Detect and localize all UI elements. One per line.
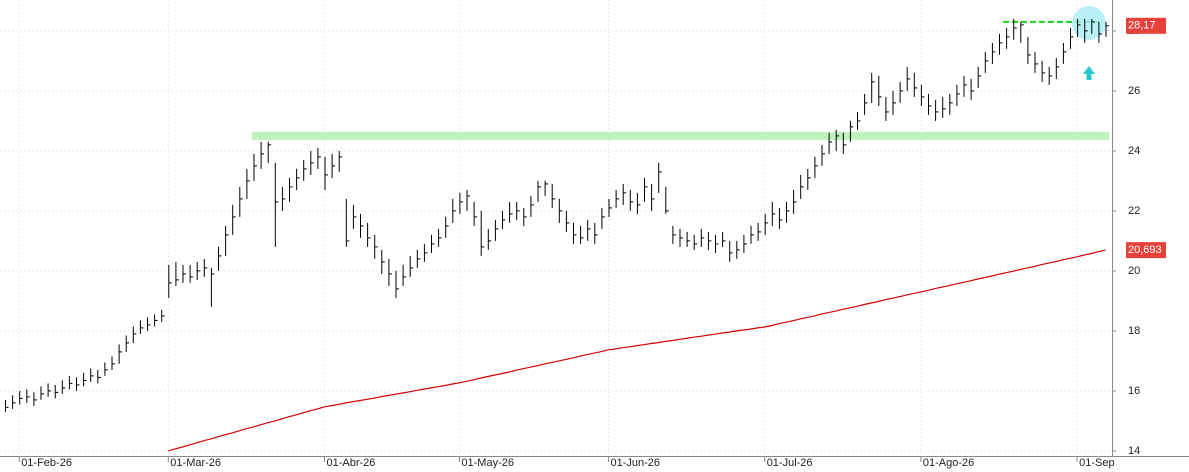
x-tick-label: 01-May-26 (461, 457, 514, 469)
price-label-bg (1126, 17, 1166, 34)
y-tick-label: 22 (1128, 205, 1140, 217)
y-tick-label: 20 (1128, 265, 1140, 277)
y-tick-label: 24 (1128, 145, 1140, 157)
y-tick-label: 18 (1128, 325, 1140, 337)
y-tick-label: 26 (1128, 85, 1140, 97)
y-tick-label: 16 (1128, 385, 1140, 397)
price-label: 20,693 (1128, 244, 1162, 256)
x-tick-label: 01-Jul-26 (767, 457, 813, 469)
x-tick-label: 01-Feb-26 (21, 457, 72, 469)
x-tick-label: 01-Ago-26 (923, 457, 974, 469)
resistance-band (252, 131, 1109, 140)
up-arrow (1083, 66, 1095, 80)
y-tick-label: 14 (1128, 445, 1140, 457)
price-label-bg (1126, 242, 1166, 259)
price-label: 28,17 (1128, 20, 1156, 32)
highlight-circle (1072, 6, 1106, 40)
x-tick-label: 01-Abr-26 (327, 457, 376, 469)
moving-average (168, 249, 1106, 452)
x-tick-label: 01-Sep (1079, 457, 1114, 469)
x-tick-label: 01-Jun-26 (611, 457, 661, 469)
x-tick-label: 01-Mar-26 (170, 457, 221, 469)
